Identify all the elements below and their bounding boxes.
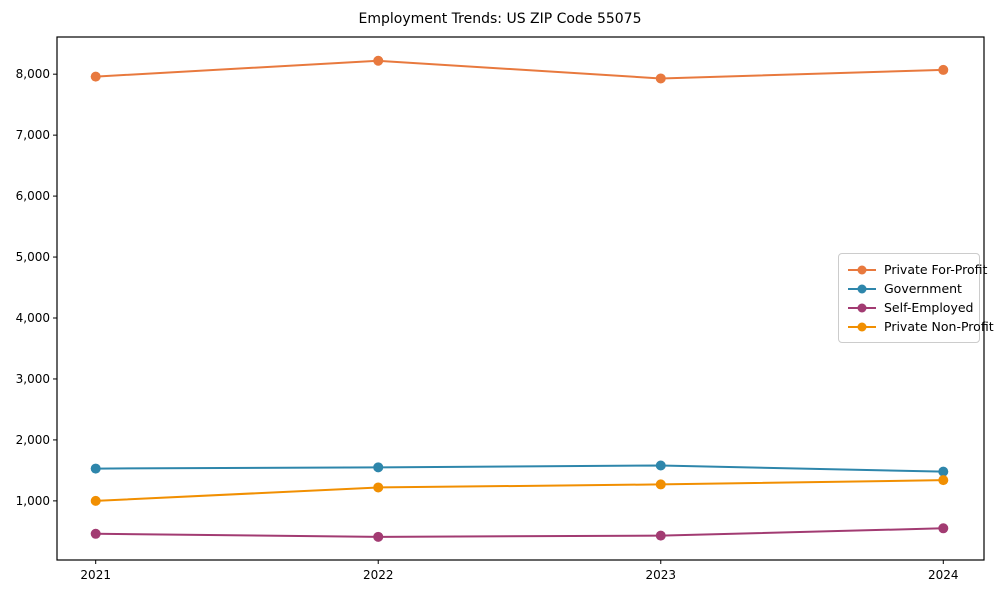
legend-item-self-employed: Self-Employed — [847, 298, 974, 317]
series-line-private-for-profit — [95, 59, 944, 80]
legend-line-marker-icon — [848, 265, 876, 274]
data-point — [90, 495, 101, 506]
data-point — [938, 64, 949, 75]
data-point — [373, 55, 384, 66]
series-line-government — [95, 464, 944, 473]
data-point — [373, 482, 384, 493]
legend-item-private-for-profit: Private For-Profit — [847, 260, 987, 279]
data-point — [938, 466, 949, 477]
legend-label: Private Non-Profit — [884, 319, 994, 334]
series-line-self-employed — [95, 527, 944, 538]
legend-label: Private For-Profit — [884, 262, 988, 277]
legend: Private For-Profit Government Self-Employe… — [838, 253, 994, 343]
legend-item-private-non-profit: Private Non-Profit — [847, 317, 994, 336]
y-tick-label: 4,000 — [16, 311, 50, 325]
legend-label: Government — [884, 281, 962, 296]
data-point — [938, 523, 949, 534]
chart-title: Employment Trends: US ZIP Code 55075 — [358, 11, 642, 27]
plot-frame — [56, 36, 985, 561]
series-line-private-non-profit — [95, 479, 944, 502]
data-point — [373, 531, 384, 542]
data-point — [90, 71, 101, 82]
y-tick-label: 6,000 — [16, 189, 50, 203]
x-tick-label: 2022 — [363, 568, 394, 582]
y-tick-label: 8,000 — [16, 67, 50, 81]
data-point — [655, 479, 666, 490]
data-point — [938, 475, 949, 486]
y-tick-label: 5,000 — [16, 250, 50, 264]
y-tick-label: 1,000 — [16, 494, 50, 508]
data-point — [655, 460, 666, 471]
data-point — [373, 462, 384, 473]
legend-label: Self-Employed — [884, 300, 974, 315]
x-tick-label: 2023 — [645, 568, 676, 582]
data-point — [655, 530, 666, 541]
legend-item-government: Government — [847, 279, 971, 298]
y-tick-label: 7,000 — [16, 128, 50, 142]
y-tick-label: 3,000 — [16, 372, 50, 386]
legend-line-marker-icon — [848, 284, 876, 293]
x-tick-label: 2021 — [80, 568, 111, 582]
x-tick-label: 2024 — [928, 568, 959, 582]
legend-line-marker-icon — [848, 322, 876, 331]
legend-line-marker-icon — [848, 303, 876, 312]
data-point — [90, 463, 101, 474]
data-point — [90, 528, 101, 539]
data-point — [655, 73, 666, 84]
y-tick-label: 2,000 — [16, 433, 50, 447]
